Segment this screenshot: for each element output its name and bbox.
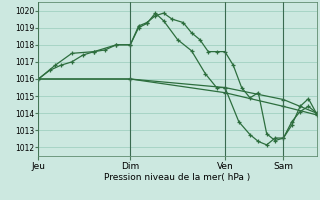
- X-axis label: Pression niveau de la mer( hPa ): Pression niveau de la mer( hPa ): [104, 173, 251, 182]
